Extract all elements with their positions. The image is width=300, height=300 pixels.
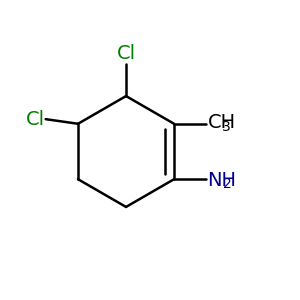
Text: CH: CH — [208, 113, 236, 132]
Text: Cl: Cl — [116, 44, 136, 63]
Text: 2: 2 — [223, 177, 232, 191]
Text: NH: NH — [208, 171, 236, 190]
Text: Cl: Cl — [26, 110, 44, 129]
Text: 3: 3 — [222, 120, 231, 134]
